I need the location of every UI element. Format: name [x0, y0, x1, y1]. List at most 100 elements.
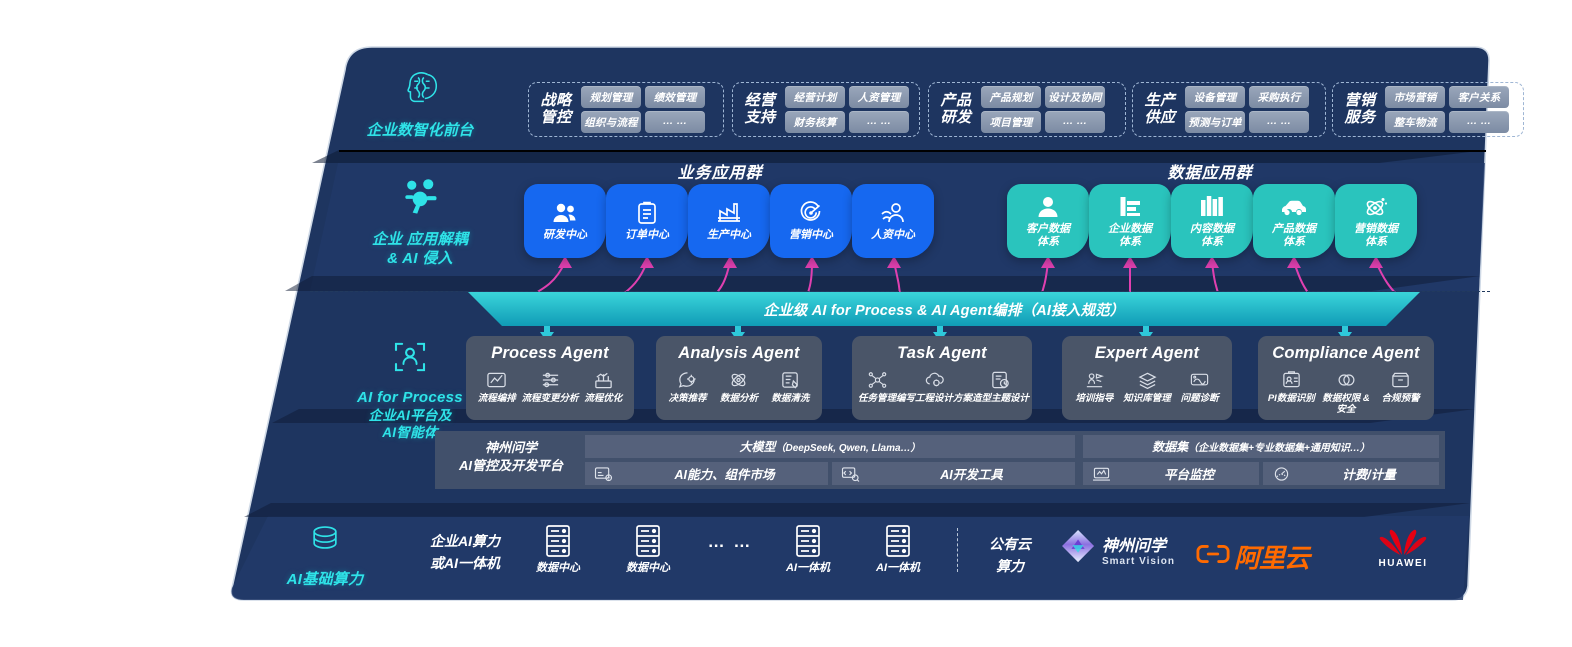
- agent-title: Compliance Agent: [1272, 344, 1420, 362]
- chip[interactable]: … …: [1249, 111, 1309, 133]
- chip[interactable]: 采购执行: [1249, 86, 1309, 108]
- data-card-label-line2: 体系: [1365, 235, 1387, 248]
- agent-card-task[interactable]: Task Agent 任务管理 编写工程设计方案 造型主题设计: [852, 336, 1032, 420]
- app-card-label: 营销中心: [789, 229, 833, 242]
- infra-ai-appliance-1[interactable]: AI一体机: [768, 524, 848, 575]
- agent-capability[interactable]: 造型主题设计: [972, 369, 1029, 405]
- agent-capability[interactable]: 流程变更分析: [522, 369, 579, 405]
- chip[interactable]: 财务核算: [785, 111, 845, 133]
- chip[interactable]: 绩效管理: [645, 86, 705, 108]
- agent-capability[interactable]: 决策推荐: [662, 369, 713, 405]
- agent-capability[interactable]: 合规预警: [1373, 369, 1428, 415]
- agent-capability[interactable]: 流程编排: [472, 369, 522, 405]
- chip[interactable]: 组织与流程: [581, 111, 641, 133]
- logo-smart-vision[interactable]: 神州问学 Smart Vision: [1062, 530, 1192, 569]
- logo-text-line2: Smart Vision: [1102, 556, 1175, 567]
- ai-banner-label: 企业级 AI for Process & AI Agent编排（AI接入规范）: [763, 302, 1125, 319]
- user-avatar-icon: [1037, 194, 1059, 220]
- chip[interactable]: 规划管理: [581, 86, 641, 108]
- dataset-sub-label: （企业数据集+专业数据集+通用知识…）: [1188, 443, 1370, 454]
- sliders-icon: [540, 369, 561, 391]
- infra-ai-appliance-2[interactable]: AI一体机: [858, 524, 938, 575]
- agent-capability[interactable]: 数据分析: [713, 369, 764, 405]
- domain-group-strategy[interactable]: 战略 管控 规划管理 绩效管理 组织与流程 … …: [528, 82, 724, 137]
- chip[interactable]: … …: [849, 111, 909, 133]
- logo-aliyun[interactable]: 阿里云: [1196, 538, 1346, 575]
- app-card-hr-center[interactable]: 人资中心: [852, 184, 934, 258]
- agent-capability[interactable]: 培训指导: [1068, 369, 1121, 405]
- infra-datacenter-1[interactable]: 数据中心: [518, 524, 598, 575]
- chip[interactable]: 市场营销: [1385, 86, 1445, 108]
- platform-cell-ability-market[interactable]: AI能力、组件市场: [585, 462, 828, 485]
- domain-group-production-supply[interactable]: 生产 供应 设备管理 采购执行 预测与订单 … …: [1132, 82, 1326, 137]
- data-card-content[interactable]: 内容数据 体系: [1171, 184, 1253, 258]
- agent-card-analysis[interactable]: Analysis Agent 决策推荐 数据分析 数据清洗: [656, 336, 822, 420]
- logo-huawei[interactable]: HUAWEI: [1348, 526, 1458, 569]
- server-icon: [768, 524, 848, 558]
- chip[interactable]: 预测与订单: [1185, 111, 1245, 133]
- agent-capability[interactable]: 数据权限 & 安全: [1319, 369, 1374, 415]
- chip[interactable]: 设计及协同: [1045, 86, 1105, 108]
- ai-orchestration-banner[interactable]: 企业级 AI for Process & AI Agent编排（AI接入规范）: [468, 292, 1420, 326]
- person-wave-icon: [880, 200, 906, 226]
- agent-title: Task Agent: [897, 344, 987, 362]
- platform-cell-dev-tools[interactable]: AI开发工具: [832, 462, 1075, 485]
- domain-group-operation[interactable]: 经营 支持 经营计划 人资管理 财务核算 … …: [732, 82, 920, 137]
- data-card-customer[interactable]: 客户数据 体系: [1007, 184, 1089, 258]
- market-icon: [585, 466, 621, 482]
- agent-capability[interactable]: 任务管理: [858, 369, 896, 405]
- data-card-marketing[interactable]: 营销数据 体系: [1335, 184, 1417, 258]
- infra-datacenter-2[interactable]: 数据中心: [608, 524, 688, 575]
- chip[interactable]: 客户关系: [1449, 86, 1509, 108]
- platform-cell-billing[interactable]: 计费/计量: [1263, 462, 1439, 485]
- doc-clock-icon: [990, 369, 1011, 391]
- data-card-enterprise[interactable]: 企业数据 体系: [1089, 184, 1171, 258]
- agent-capability[interactable]: PI数据识别: [1264, 369, 1319, 415]
- venn-icon: [1336, 369, 1357, 391]
- agent-capability[interactable]: 流程优化: [579, 369, 629, 405]
- chip[interactable]: … …: [645, 111, 705, 133]
- network-icon: [867, 369, 888, 391]
- app-card-order-center[interactable]: 订单中心: [606, 184, 688, 258]
- smartvision-logo-icon: [1062, 530, 1096, 569]
- agent-capability[interactable]: 编写工程设计方案: [896, 369, 972, 405]
- chip[interactable]: … …: [1449, 111, 1509, 133]
- agent-capability[interactable]: 问题诊断: [1173, 369, 1226, 405]
- data-card-product[interactable]: 产品数据 体系: [1253, 184, 1335, 258]
- agent-card-expert[interactable]: Expert Agent 培训指导 知识库管理 问题诊断: [1062, 336, 1232, 420]
- ai-platform-strip: 神州问学 AI管控及开发平台 大模型 （DeepSeek, Qwen, Llam…: [435, 431, 1445, 489]
- rail-label: 企业数智化前台: [366, 122, 474, 139]
- infra-ellipsis: … …: [690, 532, 770, 552]
- platform-dataset-bar[interactable]: 数据集 （企业数据集+专业数据集+通用知识…）: [1083, 435, 1439, 458]
- chip[interactable]: … …: [1045, 111, 1105, 133]
- chip[interactable]: 整车物流: [1385, 111, 1445, 133]
- app-card-label: 人资中心: [871, 229, 915, 242]
- platform-cell-monitoring[interactable]: 平台监控: [1083, 462, 1259, 485]
- app-card-rd-center[interactable]: 研发中心: [524, 184, 606, 258]
- app-card-label: 订单中心: [625, 229, 669, 242]
- monitor-icon: [1083, 466, 1119, 482]
- app-card-production-center[interactable]: 生产中心: [688, 184, 770, 258]
- agent-card-compliance[interactable]: Compliance Agent PI数据识别 数据权限 & 安全: [1258, 336, 1434, 420]
- infra-enterprise-compute: 企业AI算力 或AI一体机: [400, 528, 530, 572]
- atom-small-icon: [728, 369, 749, 391]
- app-card-marketing-center[interactable]: 营销中心: [770, 184, 852, 258]
- agent-card-process[interactable]: Process Agent 流程编排 流程变更分析 流程优化: [466, 336, 634, 420]
- agent-title: Process Agent: [491, 344, 609, 362]
- chip[interactable]: 经营计划: [785, 86, 845, 108]
- target-icon: [799, 200, 823, 226]
- chip[interactable]: 人资管理: [849, 86, 909, 108]
- rail-ai-compute: AI基础算力: [240, 520, 410, 590]
- chip[interactable]: 产品规划: [981, 86, 1041, 108]
- agent-capability[interactable]: 数据清洗: [765, 369, 816, 405]
- agent-capability[interactable]: 知识库管理: [1121, 369, 1174, 405]
- domain-group-product-rd[interactable]: 产品 研发 产品规划 设计及协同 项目管理 … …: [928, 82, 1126, 137]
- chip[interactable]: 项目管理: [981, 111, 1041, 133]
- cell-label: 计费/计量: [1342, 468, 1396, 482]
- domain-group-marketing-service[interactable]: 营销 服务 市场营销 客户关系 整车物流 … …: [1332, 82, 1524, 137]
- group-title: 生产 供应: [1144, 91, 1176, 126]
- speech-gear-icon: [677, 369, 698, 391]
- platform-llm-bar[interactable]: 大模型 （DeepSeek, Qwen, Llama…）: [585, 435, 1075, 458]
- rail-label-line2: & AI 侵入: [387, 249, 453, 267]
- chip[interactable]: 设备管理: [1185, 86, 1245, 108]
